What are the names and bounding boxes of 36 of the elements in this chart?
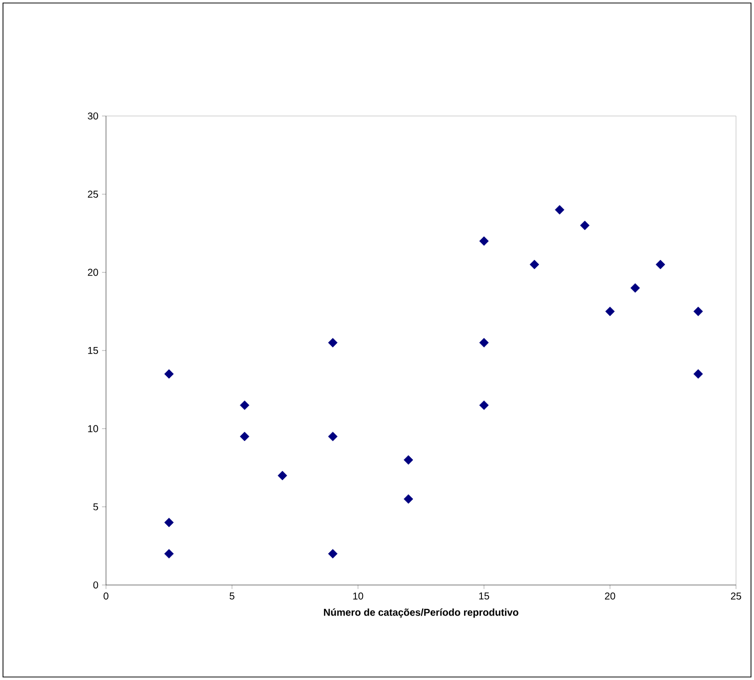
point [605, 306, 615, 316]
x-tick-label: 15 [479, 592, 490, 600]
x-axis-title: Número de catações/Período reprodutivo [324, 608, 518, 618]
y-tick-label: 0 [93, 581, 98, 589]
x-tick-label: 20 [604, 592, 616, 600]
x-tick-label: 10 [353, 592, 364, 600]
point [693, 306, 703, 316]
point [479, 236, 489, 246]
y-tick-label: 20 [88, 268, 98, 276]
point [328, 432, 338, 442]
y-tick-label: 25 [88, 190, 98, 198]
point [530, 260, 540, 270]
point [656, 260, 666, 270]
point [479, 400, 489, 410]
point [278, 470, 288, 480]
point [164, 549, 174, 558]
point [328, 338, 338, 348]
y-tick-label: 30 [88, 112, 98, 120]
y-tick-label: 5 [93, 503, 98, 510]
point [164, 369, 174, 379]
point [630, 283, 640, 293]
point [404, 455, 414, 465]
point [240, 400, 250, 410]
point [693, 369, 703, 379]
point [580, 220, 590, 230]
y-tick-label: 10 [88, 425, 98, 432]
point [404, 494, 414, 504]
point [554, 205, 564, 215]
point [164, 518, 174, 528]
point [240, 432, 250, 442]
x-tick-label: 25 [730, 592, 742, 600]
point [479, 338, 489, 348]
y-tick-label: 15 [88, 347, 98, 354]
point [328, 549, 338, 558]
x-tick-label: 5 [230, 592, 234, 600]
x-tick-label: 0 [104, 592, 108, 600]
